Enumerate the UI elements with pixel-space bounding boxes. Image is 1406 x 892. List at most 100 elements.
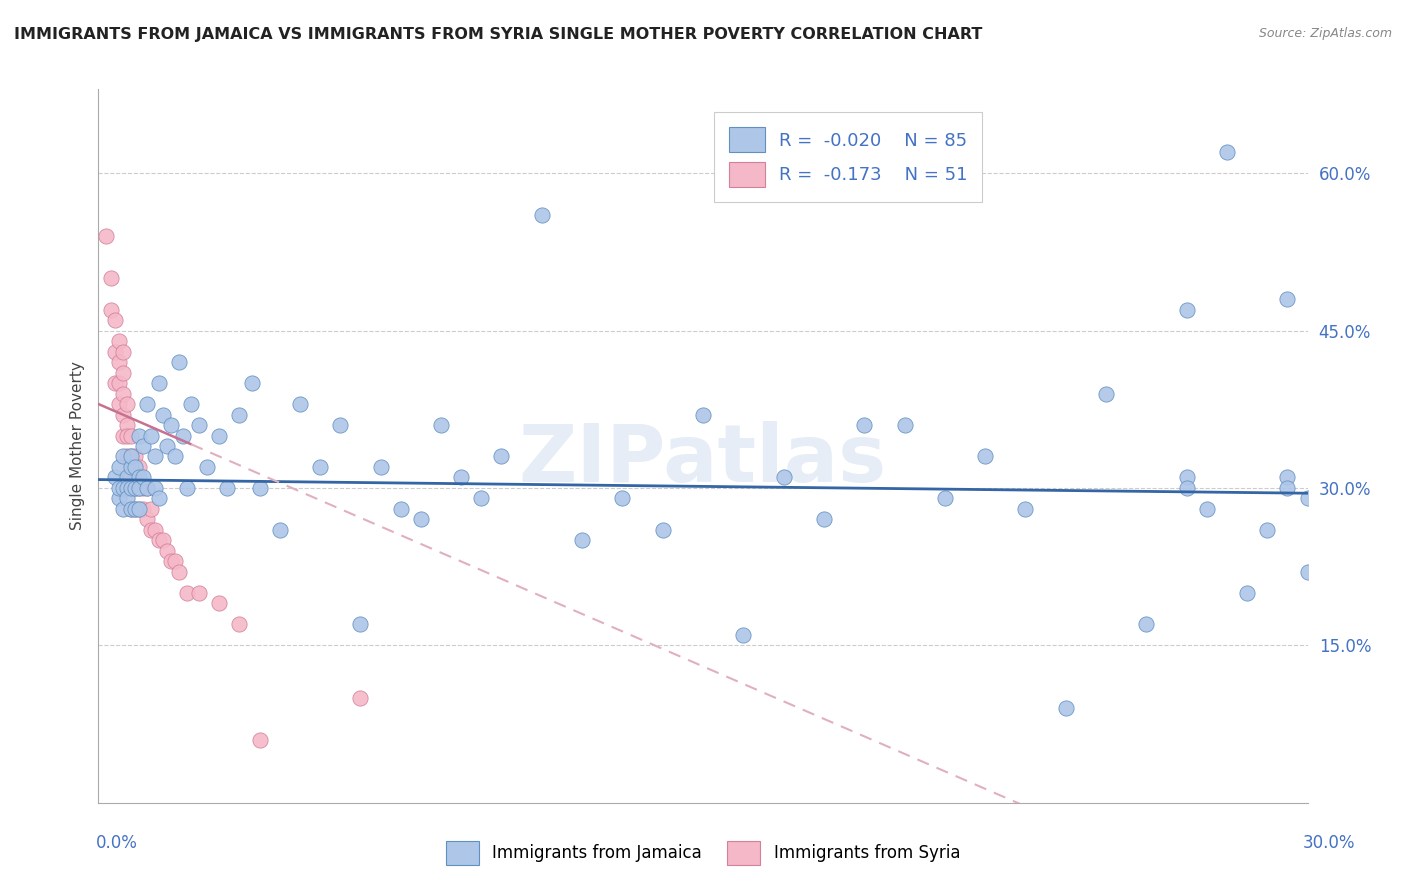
Point [107,355,129,369]
Point [1296,491,1319,506]
Point [974,450,997,464]
Point [143,481,166,495]
Point [1054,701,1077,715]
Point [148,533,170,548]
Point [111,366,134,380]
Point [491,450,513,464]
Point [128,481,150,495]
Point [120,502,142,516]
Point [115,417,138,432]
Point [288,397,311,411]
Point [176,586,198,600]
Point [111,344,134,359]
Point [148,376,170,390]
Point [124,450,146,464]
Point [111,408,134,422]
Point [1175,470,1198,484]
Point [1175,481,1198,495]
Text: ZIPatlas: ZIPatlas [519,421,887,500]
Point [163,554,186,568]
Legend: R =  -0.020    N = 85, R =  -0.173    N = 51: R = -0.020 N = 85, R = -0.173 N = 51 [714,112,981,202]
Point [120,481,142,495]
Point [148,491,170,506]
Point [107,491,129,506]
Point [111,502,134,516]
Point [103,344,125,359]
Point [124,470,146,484]
Point [107,481,129,495]
Point [135,481,157,495]
Point [115,450,138,464]
Point [107,397,129,411]
Text: 0.0%: 0.0% [96,834,138,852]
Point [115,481,138,495]
Point [163,450,186,464]
Point [733,628,755,642]
Text: IMMIGRANTS FROM JAMAICA VS IMMIGRANTS FROM SYRIA SINGLE MOTHER POVERTY CORRELATI: IMMIGRANTS FROM JAMAICA VS IMMIGRANTS FR… [14,27,983,42]
Point [1195,502,1218,516]
Point [107,376,129,390]
Point [1277,470,1299,484]
Point [188,417,211,432]
Point [120,481,142,495]
Point [208,428,231,442]
Point [1296,565,1319,579]
Point [115,491,138,506]
Point [115,428,138,442]
Point [470,491,492,506]
Point [309,460,332,475]
Point [143,523,166,537]
Point [143,450,166,464]
Point [409,512,432,526]
Point [135,481,157,495]
Point [120,470,142,484]
Point [1216,145,1239,160]
Point [167,565,190,579]
Point [120,450,142,464]
Text: Source: ZipAtlas.com: Source: ZipAtlas.com [1258,27,1392,40]
Point [240,376,263,390]
Point [176,481,198,495]
Point [132,470,155,484]
Point [853,417,876,432]
Point [1135,617,1157,632]
Point [107,460,129,475]
Point [111,428,134,442]
Point [156,544,179,558]
Point [195,460,218,475]
Point [530,208,553,222]
Point [571,533,593,548]
Point [430,417,453,432]
Point [188,586,211,600]
Point [128,481,150,495]
Point [1014,502,1036,516]
Point [103,376,125,390]
Point [132,481,155,495]
Point [934,491,956,506]
Point [128,502,150,516]
Point [160,554,183,568]
Point [249,732,271,747]
Point [128,428,150,442]
Point [120,502,142,516]
Point [180,397,202,411]
Point [1236,586,1258,600]
Point [103,470,125,484]
Point [1256,523,1278,537]
Point [1095,386,1118,401]
Point [228,617,250,632]
Point [772,470,794,484]
Point [132,439,155,453]
Point [450,470,472,484]
Point [156,439,179,453]
Point [120,450,142,464]
Y-axis label: Single Mother Poverty: Single Mother Poverty [69,361,84,531]
Point [124,502,146,516]
Point [370,460,392,475]
Point [329,417,352,432]
Point [249,481,271,495]
Point [115,397,138,411]
Point [115,470,138,484]
Point [111,450,134,464]
Point [132,502,155,516]
